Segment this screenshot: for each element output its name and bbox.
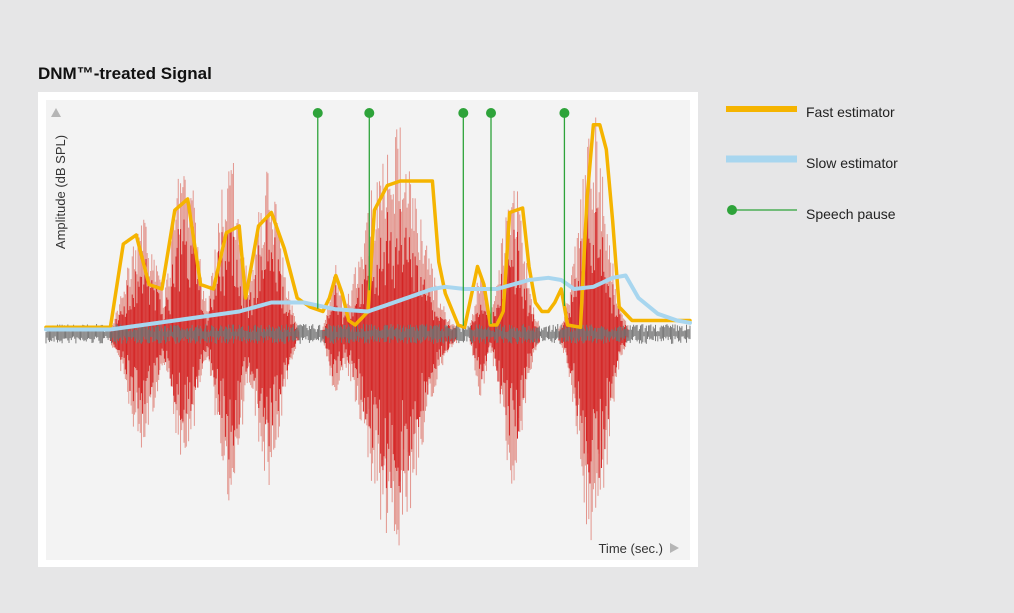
legend-swatch-slow [726, 155, 797, 163]
x-axis-label: Time (sec.) [598, 541, 663, 556]
chart-legend: Fast estimator Slow estimator Speech pau… [722, 100, 982, 253]
y-axis-arrow-icon [51, 108, 61, 117]
chart-svg: Amplitude (dB SPL) Time (sec.) [44, 100, 692, 560]
chart-title: DNM™-treated Signal [38, 64, 212, 83]
speech-pause-marker [364, 108, 375, 118]
speech-pause-marker [312, 108, 323, 118]
speech-pause-marker [486, 108, 497, 118]
legend-item-pause: Speech pause [722, 202, 982, 228]
chart-panel: Amplitude (dB SPL) Time (sec.) [38, 92, 698, 567]
noise-floor [45, 324, 691, 344]
y-axis-label: Amplitude (dB SPL) [53, 135, 68, 249]
legend-item-fast: Fast estimator [722, 100, 982, 126]
fast-estimator-line [44, 123, 692, 330]
legend-swatch-pause [727, 205, 797, 215]
speech-pause-marker [559, 108, 570, 118]
legend-label-slow: Slow estimator [806, 155, 898, 171]
legend-swatch-fast [726, 106, 797, 112]
slow-estimator-line [44, 273, 692, 332]
x-axis-arrow-icon [670, 543, 679, 553]
legend-item-slow: Slow estimator [722, 151, 982, 177]
legend-label-pause: Speech pause [806, 206, 896, 222]
legend-label-fast: Fast estimator [806, 104, 895, 120]
speech-pause-marker [458, 108, 469, 118]
